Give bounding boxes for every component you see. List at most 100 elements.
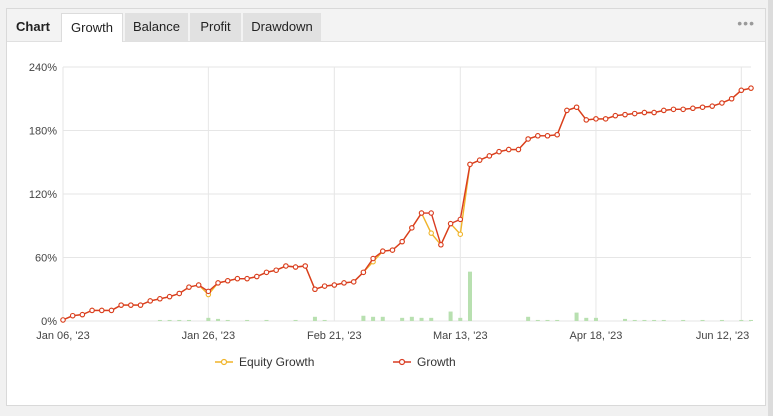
growth-point: [263, 269, 270, 276]
volume-bar: [186, 319, 191, 321]
tab-profit[interactable]: Profit: [190, 13, 241, 41]
growth-point: [350, 279, 357, 285]
growth-point: [380, 248, 386, 254]
growth-point: [651, 109, 657, 116]
legend-item-equity-growth[interactable]: Equity Growth: [215, 355, 314, 369]
x-tick-label: Jan 26, '23: [182, 330, 235, 342]
x-tick-label: Apr 18, '23: [570, 330, 623, 342]
growth-point: [418, 210, 425, 216]
tab-drawdown[interactable]: Drawdown: [243, 13, 321, 41]
equity-growth-point: [428, 230, 434, 236]
growth-point: [118, 302, 124, 308]
volume-bar: [700, 319, 705, 321]
chart-heading: Chart: [16, 19, 50, 34]
growth-point: [544, 133, 551, 139]
growth-point: [399, 238, 405, 245]
equity-line-marker-icon: [215, 358, 233, 366]
legend-label-equity-growth: Equity Growth: [239, 355, 315, 369]
growth-point: [535, 133, 541, 139]
growth-point: [690, 105, 696, 112]
growth-point: [447, 220, 454, 227]
growth-point: [69, 312, 76, 319]
growth-point: [661, 107, 667, 114]
growth-point: [60, 317, 66, 323]
volume-bar: [652, 319, 657, 321]
scrollbar-edge: [768, 0, 773, 416]
growth-point: [748, 85, 754, 91]
volume-bar: [574, 312, 579, 321]
growth-point: [224, 278, 231, 284]
volume-bar: [419, 317, 424, 321]
volume-bar: [739, 319, 744, 321]
growth-point: [283, 263, 289, 269]
growth-point: [719, 100, 725, 106]
volume-bar: [458, 317, 463, 321]
volume-bar: [749, 319, 753, 321]
volume-bar: [264, 319, 269, 321]
growth-point: [99, 307, 105, 314]
growth-point: [195, 282, 202, 288]
volume-bar: [380, 316, 385, 321]
volume-bar: [555, 319, 560, 321]
volume-bar: [661, 319, 666, 321]
growth-point: [728, 95, 735, 102]
volume-bar: [535, 319, 540, 321]
more-dots-icon[interactable]: •••: [737, 15, 755, 31]
growth-point: [273, 267, 279, 273]
volume-bar: [371, 316, 376, 321]
growth-point: [505, 146, 512, 153]
legend-label-growth: Growth: [417, 355, 456, 369]
growth-point: [128, 302, 134, 308]
volume-bar: [467, 271, 472, 321]
growth-point: [467, 161, 473, 168]
growth-point: [709, 103, 715, 109]
volume-bar: [448, 311, 453, 321]
growth-point: [525, 136, 531, 142]
growth-chart-panel: Chart Growth Balance Profit Drawdown •••…: [6, 8, 766, 406]
tab-balance[interactable]: Balance: [125, 13, 188, 41]
growth-point: [137, 302, 144, 308]
volume-bar: [681, 319, 686, 321]
growth-point: [486, 153, 493, 159]
growth-point: [564, 107, 570, 114]
volume-bar: [206, 317, 211, 321]
growth-point: [583, 117, 590, 123]
growth-point: [428, 210, 434, 216]
volume-bar: [632, 319, 637, 321]
growth-point: [670, 106, 677, 113]
growth-point: [515, 146, 522, 153]
y-tick-label: 60%: [35, 253, 57, 265]
volume-bar: [157, 319, 162, 321]
chart-legend: Equity Growth Growth: [7, 355, 765, 375]
growth-point: [389, 247, 396, 253]
volume-bar: [429, 317, 434, 321]
volume-bar: [361, 315, 366, 321]
volume-bar: [400, 317, 405, 321]
legend-item-growth[interactable]: Growth: [393, 355, 456, 369]
volume-bar: [216, 318, 221, 321]
growth-point: [186, 284, 192, 290]
growth-point: [554, 131, 560, 138]
growth-point: [593, 116, 599, 122]
y-tick-label: 240%: [29, 62, 57, 74]
growth-point: [331, 282, 338, 288]
volume-bar: [177, 319, 182, 321]
y-tick-label: 120%: [29, 189, 57, 201]
x-tick-label: Jun 12, '23: [696, 330, 749, 342]
growth-point: [292, 264, 299, 270]
tab-growth[interactable]: Growth: [61, 13, 123, 42]
growth-point: [157, 296, 163, 302]
growth-point: [244, 275, 250, 282]
volume-bar: [225, 319, 230, 321]
growth-point: [360, 269, 367, 276]
volume-bar: [167, 319, 172, 321]
growth-point: [254, 273, 260, 280]
volume-bar: [245, 319, 250, 321]
growth-point: [312, 286, 318, 293]
growth-point: [409, 225, 415, 231]
volume-bar: [322, 319, 327, 321]
volume-bar: [409, 316, 414, 321]
volume-bar: [293, 319, 298, 321]
volume-bar: [526, 316, 531, 321]
growth-point: [573, 104, 580, 110]
